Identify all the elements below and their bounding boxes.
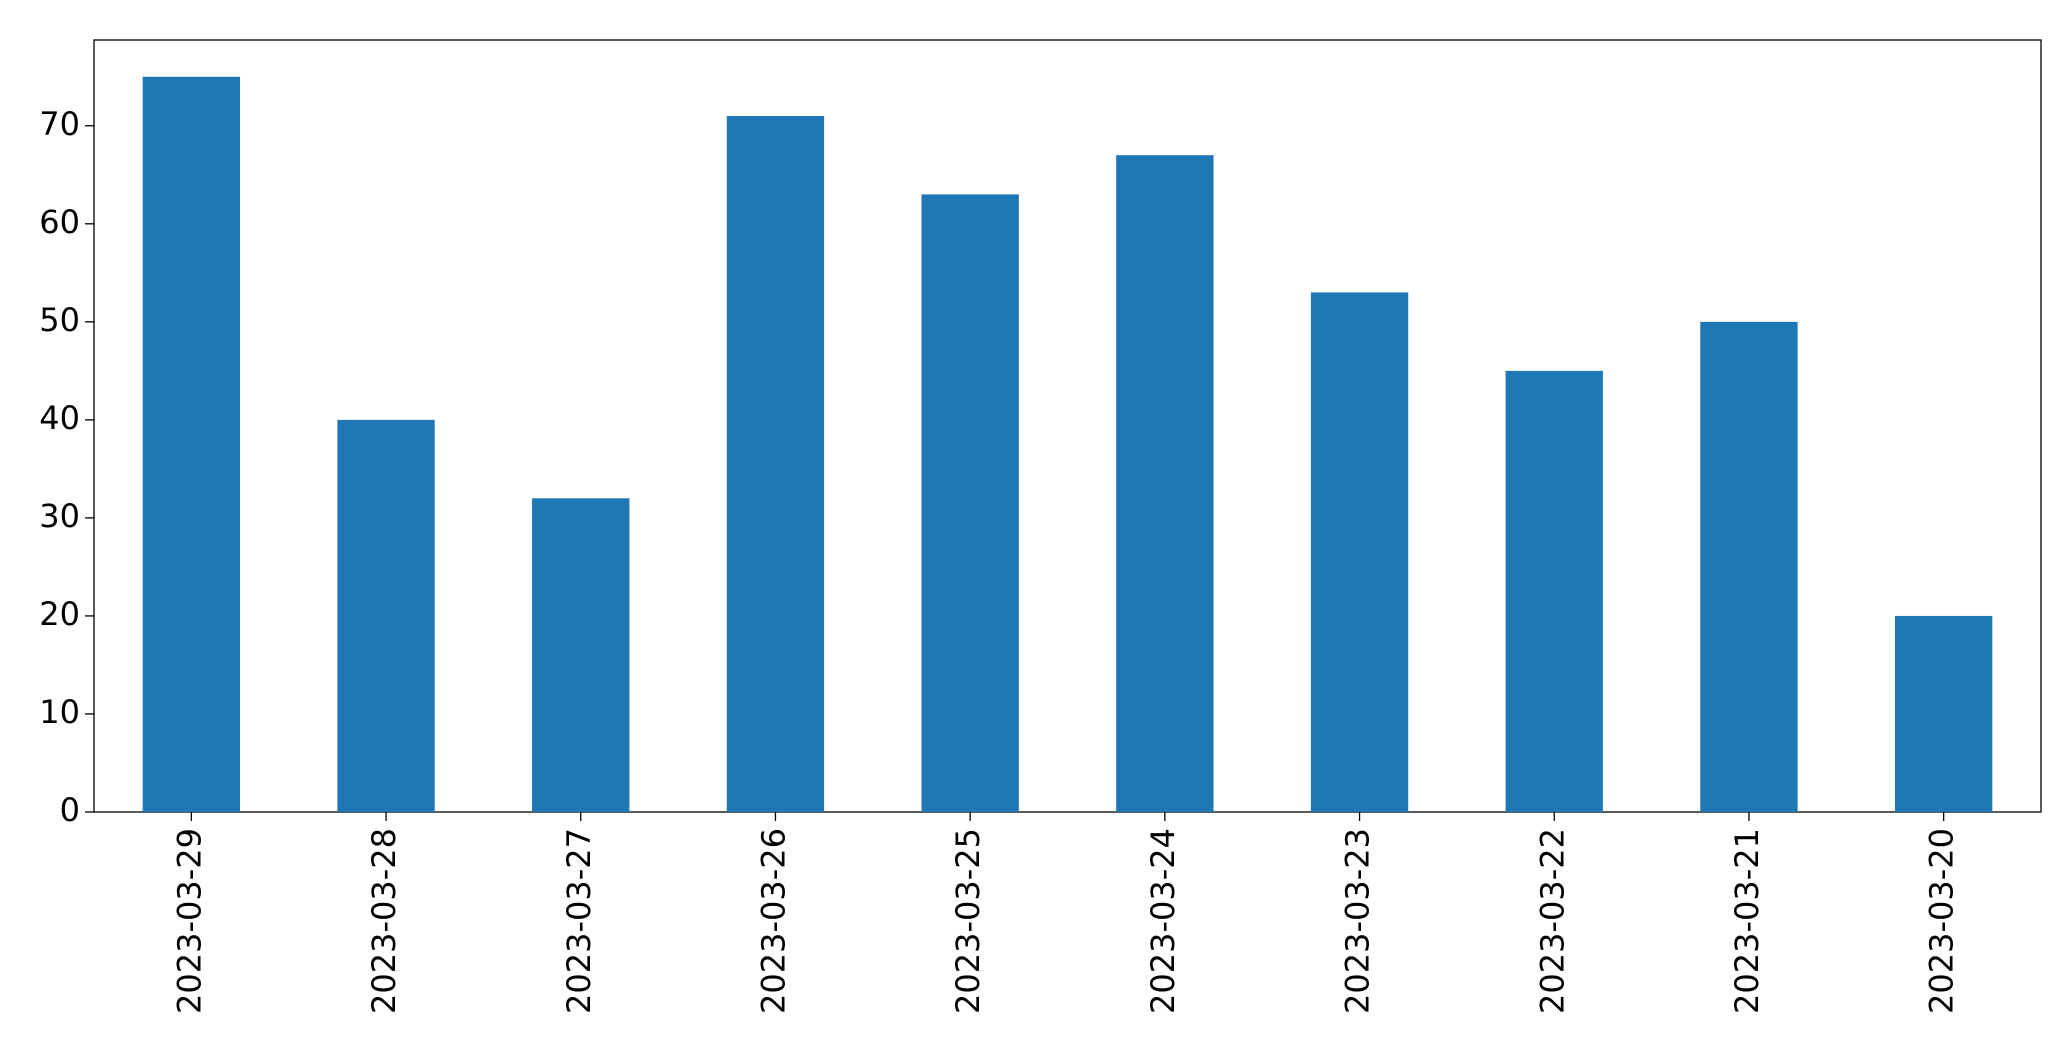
bar: [142, 76, 241, 812]
bar: [532, 498, 630, 812]
x-tick-label: 2023-03-22: [1533, 828, 1571, 1014]
x-tick-label: 2023-03-28: [365, 828, 403, 1014]
y-tick-label: 60: [39, 203, 80, 241]
x-tick-label: 2023-03-20: [1923, 828, 1961, 1014]
bar: [1310, 292, 1409, 812]
bar: [1894, 615, 1993, 812]
y-tick-label: 30: [39, 497, 80, 535]
bar: [337, 419, 435, 812]
bar: [726, 115, 825, 812]
x-tick-label: 2023-03-23: [1339, 828, 1377, 1014]
y-tick-label: 50: [39, 301, 80, 339]
bar: [921, 194, 1019, 812]
bar: [1700, 321, 1798, 812]
x-tick-label: 2023-03-27: [560, 828, 598, 1014]
x-tick-label: 2023-03-21: [1728, 828, 1766, 1014]
y-tick-label: 70: [39, 105, 80, 143]
x-tick-label: 2023-03-26: [754, 828, 792, 1014]
bar: [1505, 370, 1603, 812]
y-tick-label: 10: [39, 693, 80, 731]
y-tick-label: 20: [39, 595, 80, 633]
y-tick-label: 0: [60, 791, 80, 829]
x-tick-label: 2023-03-25: [949, 828, 987, 1014]
y-tick-label: 40: [39, 399, 80, 437]
x-tick-label: 2023-03-29: [170, 828, 208, 1014]
bar: [1116, 155, 1214, 812]
plot-frame: [93, 39, 2042, 813]
x-tick-label: 2023-03-24: [1144, 828, 1182, 1014]
